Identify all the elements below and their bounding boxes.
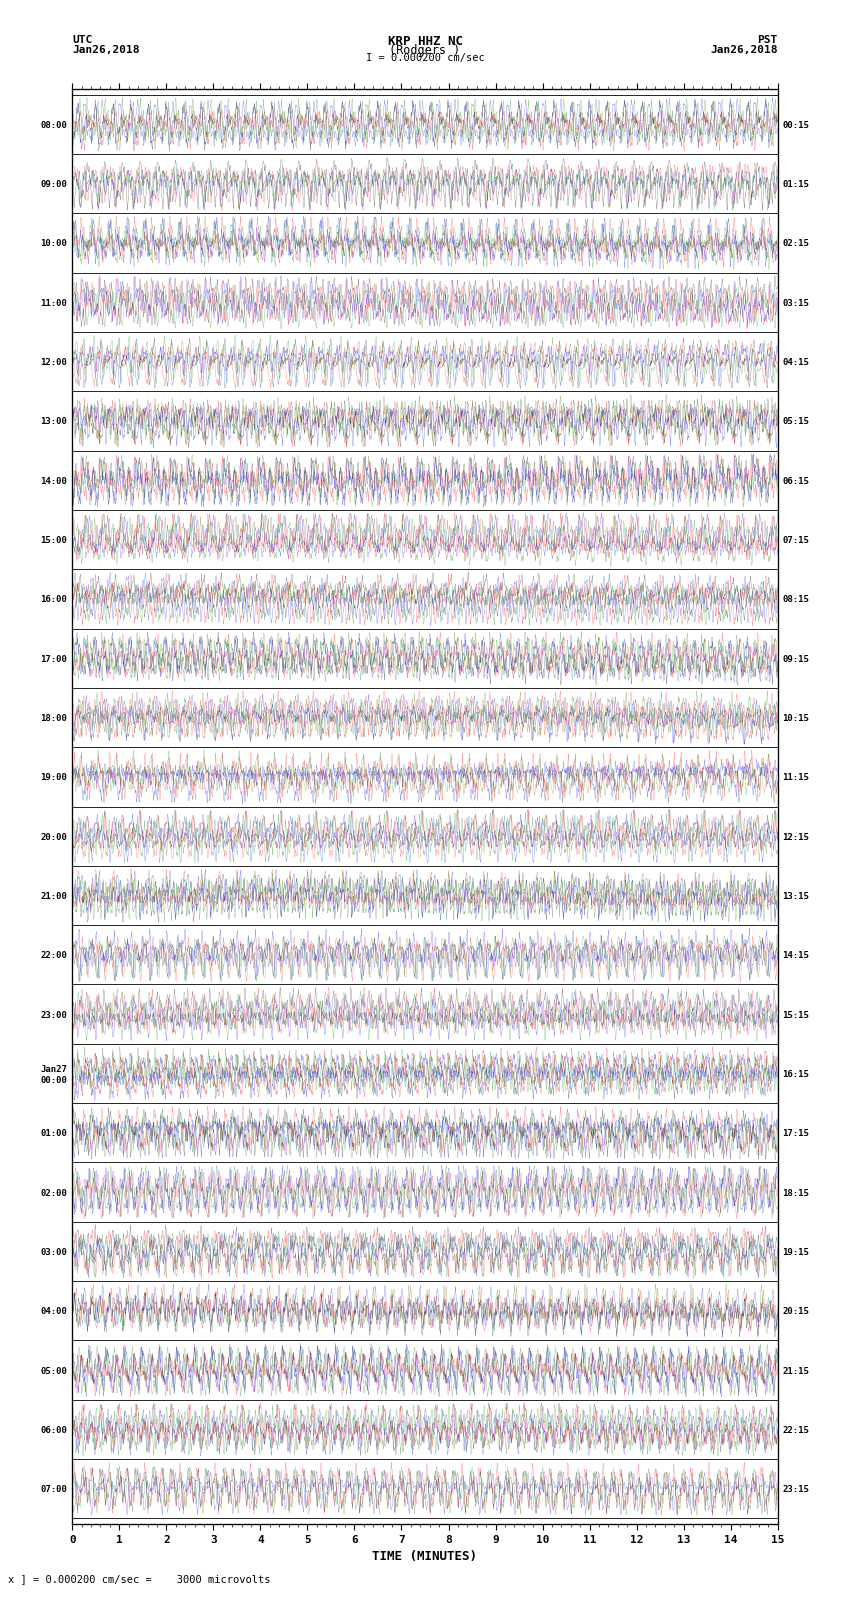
Text: Jan26,2018: Jan26,2018	[711, 45, 778, 55]
Text: (Rodgers ): (Rodgers )	[389, 44, 461, 56]
Text: UTC: UTC	[72, 35, 93, 45]
Text: x ] = 0.000200 cm/sec =    3000 microvolts: x ] = 0.000200 cm/sec = 3000 microvolts	[8, 1574, 271, 1584]
Text: KRP HHZ NC: KRP HHZ NC	[388, 35, 462, 48]
Text: Jan26,2018: Jan26,2018	[72, 45, 139, 55]
Text: I = 0.000200 cm/sec: I = 0.000200 cm/sec	[366, 53, 484, 63]
Text: PST: PST	[757, 35, 778, 45]
X-axis label: TIME (MINUTES): TIME (MINUTES)	[372, 1550, 478, 1563]
